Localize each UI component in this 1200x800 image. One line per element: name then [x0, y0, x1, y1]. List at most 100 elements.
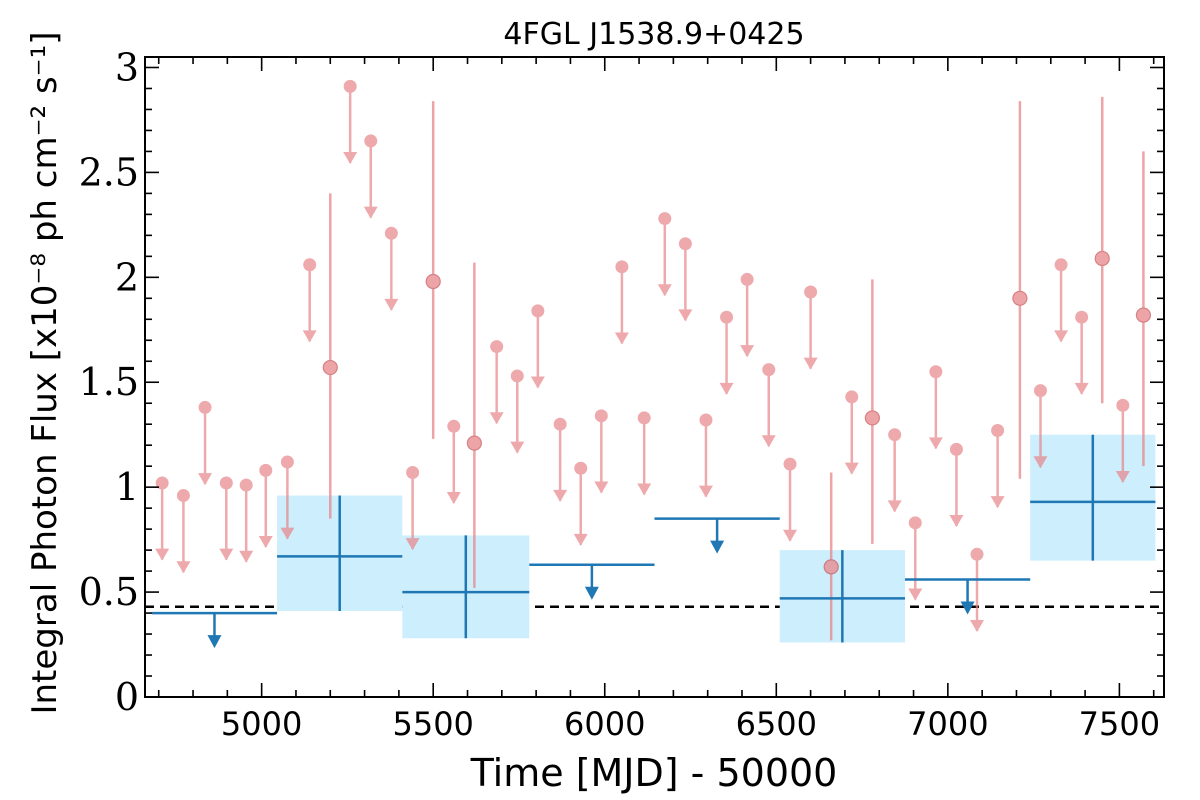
short-bin-arrow-head: [302, 330, 317, 343]
y-tick-label: 3: [115, 45, 139, 89]
short-bin-upper-limit-33: [949, 442, 964, 528]
short-bin-marker: [1054, 258, 1068, 272]
short-bin-arrow-head: [678, 309, 693, 322]
short-bin-arrow-head: [510, 441, 525, 454]
short-bin-arrow-head: [594, 481, 609, 494]
short-bin-arrow-head: [637, 483, 652, 496]
long-bin-detection-0: [277, 495, 403, 611]
x-tick-label: 6500: [736, 705, 817, 743]
short-bin-marker: [823, 559, 839, 575]
short-bin-arrow-head: [719, 382, 734, 395]
short-bin-upper-limit-9: [363, 134, 378, 219]
short-bin-upper-limit-18: [594, 409, 609, 494]
short-bin-marker: [845, 390, 859, 404]
short-bin-arrow-head: [573, 533, 588, 546]
x-tick-label: 5500: [392, 705, 473, 743]
short-bin-arrow-head: [761, 435, 776, 448]
y-tick-label: 1: [115, 465, 139, 509]
short-bin-arrow-head: [530, 376, 545, 389]
short-bin-marker: [888, 428, 902, 442]
plot-frame: [144, 56, 1165, 698]
short-bin-upper-limit-24: [719, 310, 734, 395]
short-bin-marker: [1116, 398, 1130, 412]
short-bin-arrow-head: [970, 619, 985, 632]
short-bin-arrow-head: [363, 206, 378, 219]
long-bin-upper-limit-3: [904, 578, 1031, 615]
short-bin-marker: [991, 424, 1005, 438]
short-bin-marker: [929, 365, 943, 379]
short-bin-arrow-head: [198, 473, 213, 486]
short-bin-marker: [219, 476, 233, 490]
long-bin-upper-limit-1: [529, 563, 655, 600]
short-bin-marker: [864, 410, 880, 426]
short-bin-upper-limit-25: [740, 272, 755, 358]
axis-layer: 5000 5500 6000 6500 7000 7500 0 0.5 1 1.5 2 2.5 3: [79, 45, 1165, 743]
short-bin-marker: [1075, 310, 1089, 324]
short-bin-marker: [198, 400, 212, 414]
short-bin-marker: [239, 478, 253, 492]
short-bin-marker: [425, 273, 441, 290]
short-bin-arrow-head: [614, 332, 629, 345]
short-bin-marker: [762, 363, 776, 377]
short-bin-marker: [466, 435, 482, 451]
short-bin-detection-4: [864, 279, 880, 544]
short-bin-marker: [574, 461, 588, 475]
short-bin-upper-limit-26: [761, 363, 776, 448]
short-bin-marker: [949, 442, 963, 456]
short-bin-marker: [804, 285, 818, 299]
short-bin-marker: [510, 369, 524, 383]
short-bin-marker: [259, 463, 273, 477]
short-bin-arrow-head: [553, 489, 568, 502]
long-bin-arrow-head: [960, 601, 975, 615]
short-bin-arrow-head: [698, 485, 713, 498]
short-bin-upper-limit-8: [343, 79, 358, 165]
short-bin-arrow-head: [489, 412, 504, 425]
short-bin-arrow-head: [258, 536, 273, 549]
long-bin-detection-2: [779, 550, 905, 643]
short-bin-upper-limit-10: [384, 226, 399, 311]
x-axis-label: Time [MJD] - 50000: [470, 751, 838, 795]
short-bin-upper-limit-14: [510, 369, 525, 454]
short-bin-arrow-head: [928, 437, 943, 450]
short-bin-marker: [658, 212, 672, 226]
short-bin-detection-3: [823, 472, 839, 641]
short-bin-marker: [280, 455, 294, 469]
short-bin-layer: [155, 79, 1152, 641]
short-bin-arrow-head: [990, 496, 1005, 509]
short-bin-arrow-head: [1054, 330, 1069, 343]
short-bin-upper-limit-0: [155, 476, 170, 561]
short-bin-arrow-head: [405, 538, 420, 551]
short-bin-upper-limit-5: [258, 463, 273, 549]
short-bin-upper-limit-15: [530, 304, 545, 389]
short-bin-upper-limit-11: [405, 465, 420, 551]
short-bin-arrow-head: [343, 152, 358, 165]
short-bin-arrow-head: [908, 588, 923, 601]
short-bin-arrow-head: [219, 548, 234, 561]
short-bin-arrow-head: [844, 462, 859, 475]
short-bin-upper-limit-38: [1074, 310, 1089, 395]
short-bin-upper-limit-2: [198, 400, 213, 486]
short-bin-arrow-head: [280, 527, 295, 540]
long-bin-arrow-head: [710, 540, 725, 554]
y-tick-label: 0.5: [79, 570, 139, 614]
short-bin-marker: [1033, 384, 1047, 398]
short-bin-marker: [155, 476, 169, 490]
short-bin-arrow-head: [1074, 382, 1089, 395]
short-bin-upper-limit-16: [553, 417, 568, 502]
short-bin-marker: [615, 260, 629, 274]
short-bin-marker: [303, 258, 317, 272]
long-bin-upper-limit-2: [654, 517, 780, 554]
short-bin-upper-limit-23: [698, 413, 713, 498]
short-bin-upper-limit-27: [783, 457, 798, 542]
short-bin-marker: [678, 237, 692, 251]
short-bin-upper-limit-29: [844, 390, 859, 475]
short-bin-arrow-head: [1033, 456, 1048, 469]
y-tick-label: 0: [115, 675, 139, 719]
short-bin-arrow-head: [176, 561, 191, 574]
short-bin-arrow-head: [239, 550, 254, 563]
short-bin-detection-6: [1094, 96, 1110, 404]
short-bin-upper-limit-28: [803, 285, 818, 370]
short-bin-marker: [531, 304, 545, 318]
x-tick-label: 7500: [1079, 705, 1160, 743]
y-tick-label: 1.5: [79, 360, 139, 404]
